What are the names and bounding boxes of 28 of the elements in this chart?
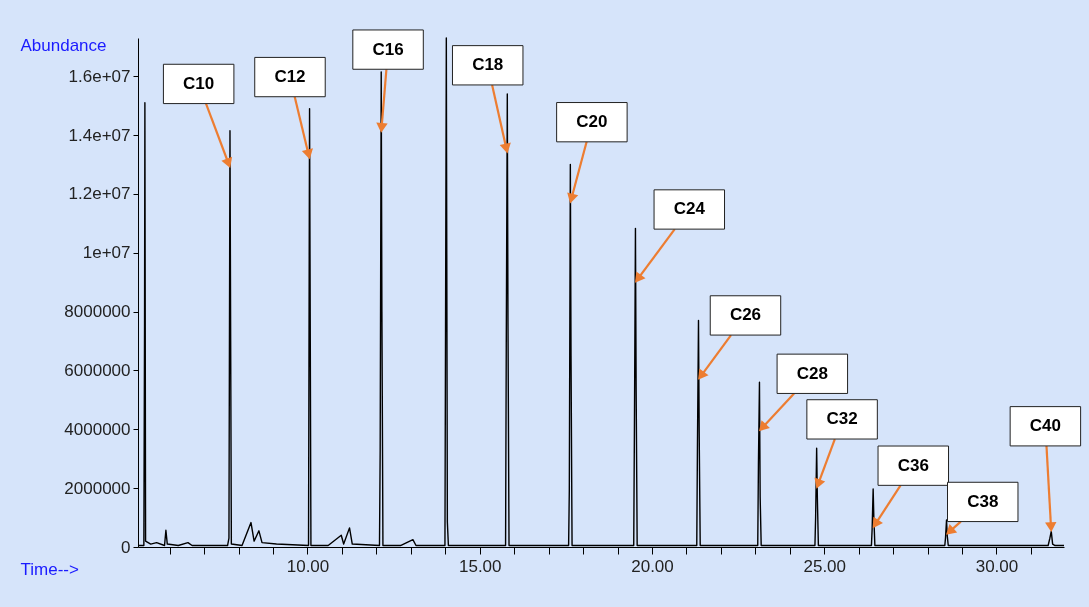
x-tick-label: 30.00 xyxy=(975,556,1019,576)
x-axis-title: Time--> xyxy=(20,559,79,579)
annotation: C10 xyxy=(183,73,215,93)
y-tick-label: 0 xyxy=(121,537,131,557)
annotation: C40 xyxy=(1029,416,1061,436)
x-tick-label: 10.00 xyxy=(286,556,330,576)
y-tick-label: 1.4e+07 xyxy=(68,125,131,145)
annotation: C20 xyxy=(576,112,608,132)
annotation: C32 xyxy=(826,409,858,429)
y-tick-label: 4000000 xyxy=(64,419,131,439)
x-tick-label: 20.00 xyxy=(631,556,674,576)
y-tick-label: 2000000 xyxy=(64,478,131,498)
x-tick-label: 25.00 xyxy=(803,556,847,576)
annotation: C36 xyxy=(897,455,929,475)
y-tick-label: 1.2e+07 xyxy=(68,184,131,204)
y-tick-label: 6000000 xyxy=(64,360,131,380)
y-tick-label: 8000000 xyxy=(64,302,131,322)
y-axis-title: Abundance xyxy=(20,35,107,55)
annotation: C24 xyxy=(673,199,706,219)
annotation: C16 xyxy=(372,39,404,59)
annotation: C26 xyxy=(729,305,762,325)
annotation: C28 xyxy=(796,363,828,383)
y-tick-label: 1.6e+07 xyxy=(68,66,131,86)
x-tick-label: 15.00 xyxy=(458,556,502,576)
annotation: C12 xyxy=(274,67,306,87)
annotation: C38 xyxy=(967,491,999,511)
annotation: C18 xyxy=(472,55,504,75)
y-tick-label: 1e+07 xyxy=(82,243,131,263)
